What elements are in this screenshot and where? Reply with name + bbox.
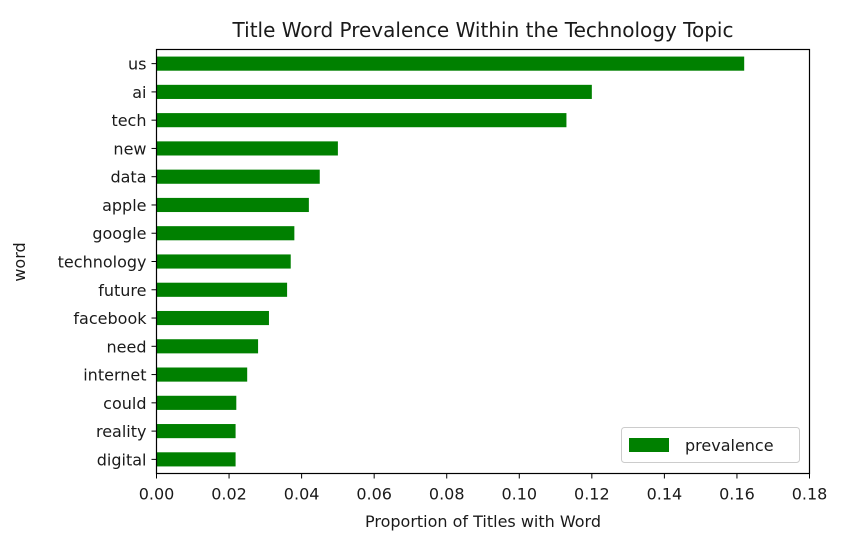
- legend: prevalence: [621, 427, 800, 463]
- y-tick-label: future: [98, 281, 146, 300]
- x-tick-label: 0.02: [211, 485, 247, 504]
- y-tick-label: reality: [96, 422, 147, 441]
- bar-apple: [156, 197, 309, 213]
- y-tick-label: digital: [97, 450, 147, 469]
- legend-box: [621, 427, 800, 463]
- y-tick-label: ai: [132, 83, 146, 102]
- x-axis-label: Proportion of Titles with Word: [365, 512, 601, 531]
- bar-new: [156, 141, 338, 156]
- y-tick-label: internet: [83, 366, 146, 385]
- y-tick-group: us ai tech new data apple google technology futu…: [58, 55, 157, 469]
- x-tick-label: 0.04: [284, 485, 320, 504]
- y-tick-label: google: [92, 224, 146, 243]
- y-tick-label: new: [113, 139, 146, 158]
- x-tick-label: 0.10: [501, 485, 537, 504]
- y-tick-label: apple: [102, 196, 146, 215]
- plot-frame: [155, 48, 811, 475]
- bars-group: [156, 56, 745, 467]
- x-tick-group: 0.00 0.02 0.04 0.06 0.08 0.10 0.12 0.14 0.16 0.18: [139, 473, 828, 504]
- x-tick-label: 0.14: [647, 485, 683, 504]
- y-tick-label: could: [103, 394, 146, 413]
- bar-internet: [156, 367, 248, 382]
- bar-technology: [156, 254, 291, 269]
- y-tick-label: need: [107, 337, 147, 356]
- legend-label: prevalence: [685, 436, 774, 455]
- bar-ai: [156, 84, 592, 99]
- bar-facebook: [156, 310, 269, 326]
- chart-title: Title Word Prevalence Within the Technol…: [232, 18, 734, 42]
- bar-future: [156, 282, 288, 297]
- y-tick-label: us: [128, 55, 146, 74]
- x-tick-label: 0.12: [574, 485, 610, 504]
- bar-us: [156, 56, 745, 71]
- bar-google: [156, 226, 295, 241]
- y-axis-label: word: [10, 242, 29, 281]
- x-tick-label: 0.08: [429, 485, 465, 504]
- legend-swatch: [629, 438, 669, 452]
- y-tick-label: data: [110, 168, 146, 187]
- bar-need: [156, 339, 259, 354]
- bar-tech: [156, 113, 567, 128]
- y-tick-label: technology: [58, 253, 147, 272]
- x-tick-label: 0.06: [356, 485, 392, 504]
- bar-data: [156, 169, 320, 184]
- y-tick-label: tech: [111, 111, 146, 130]
- x-tick-label: 0.18: [792, 485, 828, 504]
- x-tick-label: 0.16: [719, 485, 755, 504]
- x-tick-label: 0.00: [139, 485, 175, 504]
- bar-digital: [156, 452, 236, 467]
- bar-reality: [156, 424, 236, 439]
- bar-could: [156, 395, 237, 410]
- y-tick-label: facebook: [73, 309, 147, 328]
